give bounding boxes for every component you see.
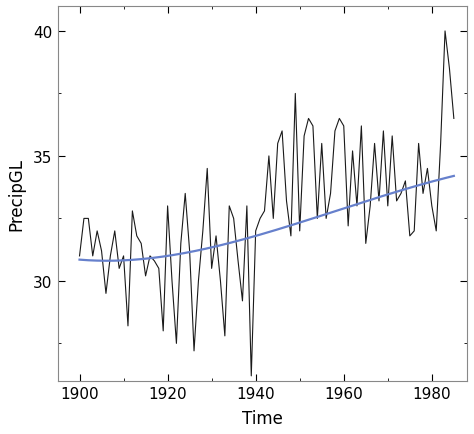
X-axis label: Time: Time <box>242 409 283 427</box>
Y-axis label: PrecipGL: PrecipGL <box>7 158 25 230</box>
